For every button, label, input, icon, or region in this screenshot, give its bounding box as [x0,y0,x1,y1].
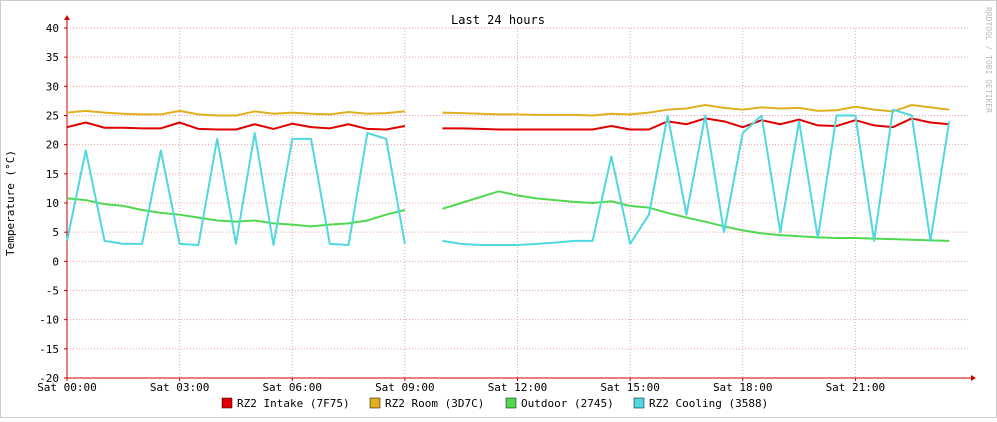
legend-label: RZ2 Cooling (3588) [649,397,768,410]
axis-arrow [64,15,70,20]
x-tick-label: Sat 00:00 [37,381,97,394]
legend-swatch [221,397,233,409]
legend-label: RZ2 Room (3D7C) [385,397,484,410]
axis-arrow [971,375,976,381]
y-axis-label: Temperature (°C) [4,150,17,256]
x-tick-label: Sat 18:00 [713,381,773,394]
y-tick-label: -5 [46,285,59,298]
y-tick-label: 0 [52,255,59,268]
y-tick-label: 15 [46,168,59,181]
y-tick-label: 40 [46,22,59,35]
y-tick-label: -20 [39,372,59,385]
watermark: RRDTOOL / TOBI OETIKER [984,7,993,113]
y-tick-label: 10 [46,197,59,210]
y-tick-label: 30 [46,80,59,93]
series-line [66,104,950,117]
x-tick-label: Sat 03:00 [150,381,210,394]
x-tick-label: Sat 09:00 [375,381,435,394]
chart-title: Last 24 hours [451,13,545,27]
y-tick-label: 5 [52,226,59,239]
series-line [66,117,950,131]
y-tick-label: -15 [39,343,59,356]
series-line [66,108,951,246]
y-tick-label: 35 [46,51,59,64]
legend-label: RZ2 Intake (7F75) [237,397,350,410]
x-tick-label: Sat 12:00 [488,381,548,394]
y-tick-label: 20 [46,139,59,152]
y-tick-label: 25 [46,110,59,123]
series-line [66,190,950,242]
legend-swatch [633,397,645,409]
legend-swatch [369,397,381,409]
x-tick-label: Sat 06:00 [262,381,322,394]
x-tick-label: Sat 21:00 [826,381,886,394]
y-tick-label: -10 [39,314,59,327]
legend-label: Outdoor (2745) [521,397,614,410]
x-tick-label: Sat 15:00 [600,381,660,394]
legend-swatch [505,397,517,409]
